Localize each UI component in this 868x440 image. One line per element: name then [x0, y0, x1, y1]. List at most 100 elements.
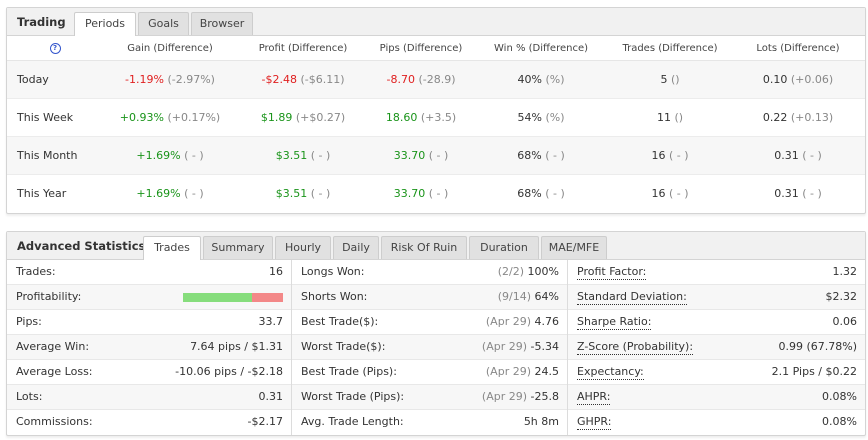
trading-panel: Trading Periods Goals Browser ? Gain (Di…	[6, 7, 866, 214]
pips-diff: (+3.5)	[420, 111, 457, 124]
stat-label: Lots:	[16, 390, 43, 403]
stat-label-link[interactable]: AHPR:	[577, 390, 611, 405]
trades-value: 16	[651, 187, 666, 200]
stat-label-link[interactable]: Sharpe Ratio:	[577, 315, 652, 330]
pips-cell: 33.70 ( - )	[369, 136, 473, 175]
stat-value: 0.99 (67.78%)	[778, 340, 857, 353]
profit-diff: ( - )	[310, 187, 331, 200]
stat-row-pips: Pips: 33.7	[7, 310, 291, 335]
stat-label-link[interactable]: Expectancy:	[577, 365, 644, 380]
lots-diff: ( - )	[802, 149, 822, 162]
stat-row-z-score: Z-Score (Probability): 0.99 (67.78%)	[568, 335, 865, 360]
statistics-columns: Trades: 16 Profitability: Pips: 33.7 Avera…	[7, 260, 865, 435]
period-row-this-month: This Month +1.69% ( - ) $3.51 ( - ) 33.7…	[7, 136, 865, 175]
stat-label-link[interactable]: Profit Factor:	[577, 265, 647, 280]
stat-value: 5h 8m	[523, 415, 559, 428]
trades-diff: ()	[670, 73, 680, 86]
stat-label: Worst Trade($):	[301, 340, 386, 353]
stat-label-link[interactable]: GHPR:	[577, 415, 612, 430]
tab-summary[interactable]: Summary	[203, 236, 273, 259]
win-cell: 68% ( - )	[473, 136, 609, 175]
advanced-title: Advanced Statistics	[17, 239, 146, 253]
lots-value: 0.22	[762, 111, 788, 124]
pips-diff: ( - )	[428, 187, 449, 200]
gain-cell: +1.69% ( - )	[103, 136, 237, 175]
gain-diff: ( - )	[184, 149, 204, 162]
column-header: Pips (Difference)	[369, 36, 473, 61]
tab-periods[interactable]: Periods	[74, 12, 136, 36]
win-cell: 40% (%)	[473, 60, 609, 99]
win-diff: (%)	[545, 111, 565, 124]
period-label: This Month	[7, 136, 103, 175]
stat-label: Longs Won:	[301, 265, 365, 278]
win-value: 54%	[517, 111, 542, 124]
stat-row-best-trade: Best Trade($): (Apr 29) 4.76	[292, 310, 567, 335]
lots-value: 0.31	[774, 187, 799, 200]
stat-row-profitability: Profitability:	[7, 285, 291, 310]
gain-value: -1.19%	[125, 73, 164, 86]
tab-goals[interactable]: Goals	[138, 12, 189, 35]
stat-value: 7.64 pips / $1.31	[190, 340, 283, 353]
stat-label: Profitability:	[16, 290, 82, 303]
gain-value: +0.93%	[119, 111, 164, 124]
win-diff: ( - )	[545, 187, 565, 200]
profitability-bar	[183, 293, 283, 302]
stats-column-1: Trades: 16 Profitability: Pips: 33.7 Avera…	[7, 260, 292, 435]
stat-row-sharpe-ratio: Sharpe Ratio: 0.06	[568, 310, 865, 335]
periods-table: ? Gain (Difference) Profit (Difference) …	[7, 36, 865, 212]
stat-value: 64%	[534, 290, 559, 303]
tab-trades[interactable]: Trades	[143, 236, 201, 260]
tab-browser[interactable]: Browser	[191, 12, 253, 35]
profit-value: -$2.48	[261, 73, 297, 86]
stat-value-group: (2/2) 100%	[498, 260, 559, 284]
profit-cell: -$2.48 (-$6.11)	[237, 60, 369, 99]
period-label: Today	[7, 60, 103, 99]
stat-label: Commissions:	[16, 415, 93, 428]
tab-daily[interactable]: Daily	[333, 236, 379, 259]
stat-label-link[interactable]: Standard Deviation:	[577, 290, 687, 305]
tab-hourly[interactable]: Hourly	[275, 236, 331, 259]
lots-cell: 0.22 (+0.13)	[731, 98, 865, 137]
stat-label: Shorts Won:	[301, 290, 368, 303]
period-label: This Week	[7, 98, 103, 137]
lots-cell: 0.10 (+0.06)	[731, 60, 865, 99]
column-header: Profit (Difference)	[237, 36, 369, 61]
stat-row-shorts-won: Shorts Won: (9/14) 64%	[292, 285, 567, 310]
stat-label: Pips:	[16, 315, 42, 328]
column-header: Gain (Difference)	[103, 36, 237, 61]
stat-row-best-trade-pips: Best Trade (Pips): (Apr 29) 24.5	[292, 360, 567, 385]
trades-diff: ( - )	[668, 149, 689, 162]
pips-cell: 18.60 (+3.5)	[369, 98, 473, 137]
profit-value: $3.51	[275, 149, 308, 162]
period-row-this-week: This Week +0.93% (+0.17%) $1.89 (+$0.27)…	[7, 98, 865, 137]
win-value: 40%	[517, 73, 542, 86]
help-icon[interactable]: ?	[49, 43, 61, 54]
advanced-tabbar: Advanced Statistics Trades Summary Hourl…	[7, 232, 865, 260]
trading-title: Trading	[17, 15, 66, 29]
stat-row-lots: Lots: 0.31	[7, 385, 291, 410]
tab-mae-mfe[interactable]: MAE/MFE	[541, 236, 607, 259]
period-label: This Year	[17, 187, 67, 200]
pips-diff: (-28.9)	[418, 73, 456, 86]
stat-value: 100%	[527, 265, 559, 278]
help-cell: ?	[7, 36, 103, 61]
stat-value-group: (Apr 29) -25.8	[482, 385, 559, 409]
stat-row-worst-trade-pips: Worst Trade (Pips): (Apr 29) -25.8	[292, 385, 567, 410]
stat-value-group: (Apr 29) -5.34	[482, 335, 559, 359]
stat-row-average-win: Average Win: 7.64 pips / $1.31	[7, 335, 291, 360]
stat-label: Worst Trade (Pips):	[301, 390, 405, 403]
stat-value: 0.06	[832, 315, 858, 328]
win-diff: (%)	[545, 73, 565, 86]
stat-row-average-loss: Average Loss: -10.06 pips / -$2.18	[7, 360, 291, 385]
trades-diff: ( - )	[668, 187, 689, 200]
stat-value: -$2.17	[247, 415, 283, 428]
stat-value: 0.31	[258, 390, 284, 403]
profit-cell: $3.51 ( - )	[237, 175, 369, 213]
tab-duration[interactable]: Duration	[469, 236, 539, 259]
stat-label-link[interactable]: Z-Score (Probability):	[577, 340, 694, 355]
stat-row-expectancy: Expectancy: 2.1 Pips / $0.22	[568, 360, 865, 385]
stat-row-avg-trade-length: Avg. Trade Length: 5h 8m	[292, 410, 567, 435]
tab-risk-of-ruin[interactable]: Risk Of Ruin	[381, 236, 467, 259]
win-value: 68%	[517, 149, 542, 162]
lots-diff: (+0.06)	[790, 73, 834, 86]
